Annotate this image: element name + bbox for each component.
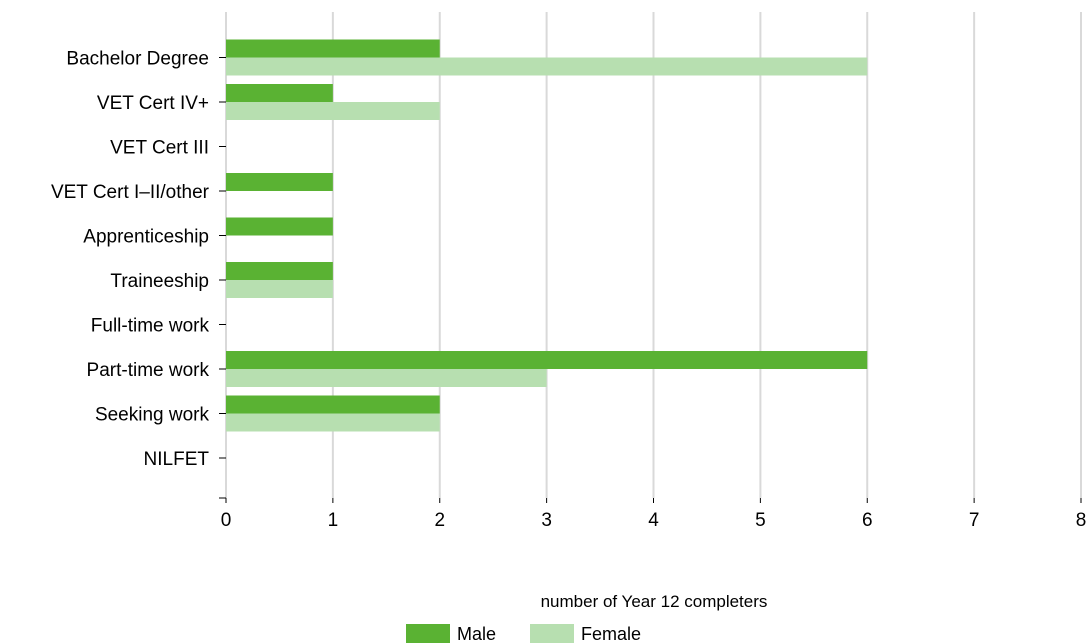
y-tick-label: VET Cert I–II/other	[51, 182, 210, 203]
x-tick-label: 3	[541, 510, 552, 531]
y-tick-label: Apprenticeship	[83, 227, 209, 248]
legend-swatch	[530, 624, 574, 643]
bar-female	[226, 369, 547, 387]
bar-male	[226, 262, 333, 280]
x-tick-label: 6	[862, 510, 873, 531]
y-tick-label: Part-time work	[87, 360, 210, 381]
x-axis: 0 1 2 3 4 5 6 7 8	[221, 498, 1087, 531]
legend-label: Male	[457, 624, 496, 643]
bar-male	[226, 39, 440, 58]
bar-male	[226, 217, 333, 236]
bar-male	[226, 84, 333, 102]
bars	[226, 39, 868, 432]
legend-label: Female	[581, 624, 641, 643]
bar-female	[226, 280, 333, 298]
bar-female	[226, 413, 440, 432]
y-tick-label: VET Cert III	[110, 138, 209, 159]
y-tick-label: NILFET	[144, 449, 210, 470]
x-tick-label: 1	[328, 510, 339, 531]
x-tick-label: 0	[221, 510, 232, 531]
legend: Male Female	[406, 624, 641, 643]
bar-male	[226, 351, 868, 369]
x-tick-label: 7	[969, 510, 980, 531]
y-tick-label: Traineeship	[110, 271, 209, 292]
x-tick-label: 4	[648, 510, 659, 531]
y-tick-label: Seeking work	[95, 405, 210, 426]
bar-male	[226, 395, 440, 414]
bar-male	[226, 173, 333, 191]
x-tick-label: 5	[755, 510, 766, 531]
y-tick-label: Full-time work	[91, 316, 210, 337]
x-tick-label: 2	[434, 510, 445, 531]
x-tick-label: 8	[1076, 510, 1087, 531]
y-tick-label: VET Cert IV+	[97, 93, 209, 114]
legend-swatch	[406, 624, 450, 643]
bar-female	[226, 102, 440, 120]
y-axis: Bachelor Degree VET Cert IV+ VET Cert III V…	[51, 49, 226, 499]
bar-female	[226, 57, 868, 76]
y-tick-label: Bachelor Degree	[66, 49, 209, 70]
x-axis-title: number of Year 12 completers	[541, 592, 768, 611]
